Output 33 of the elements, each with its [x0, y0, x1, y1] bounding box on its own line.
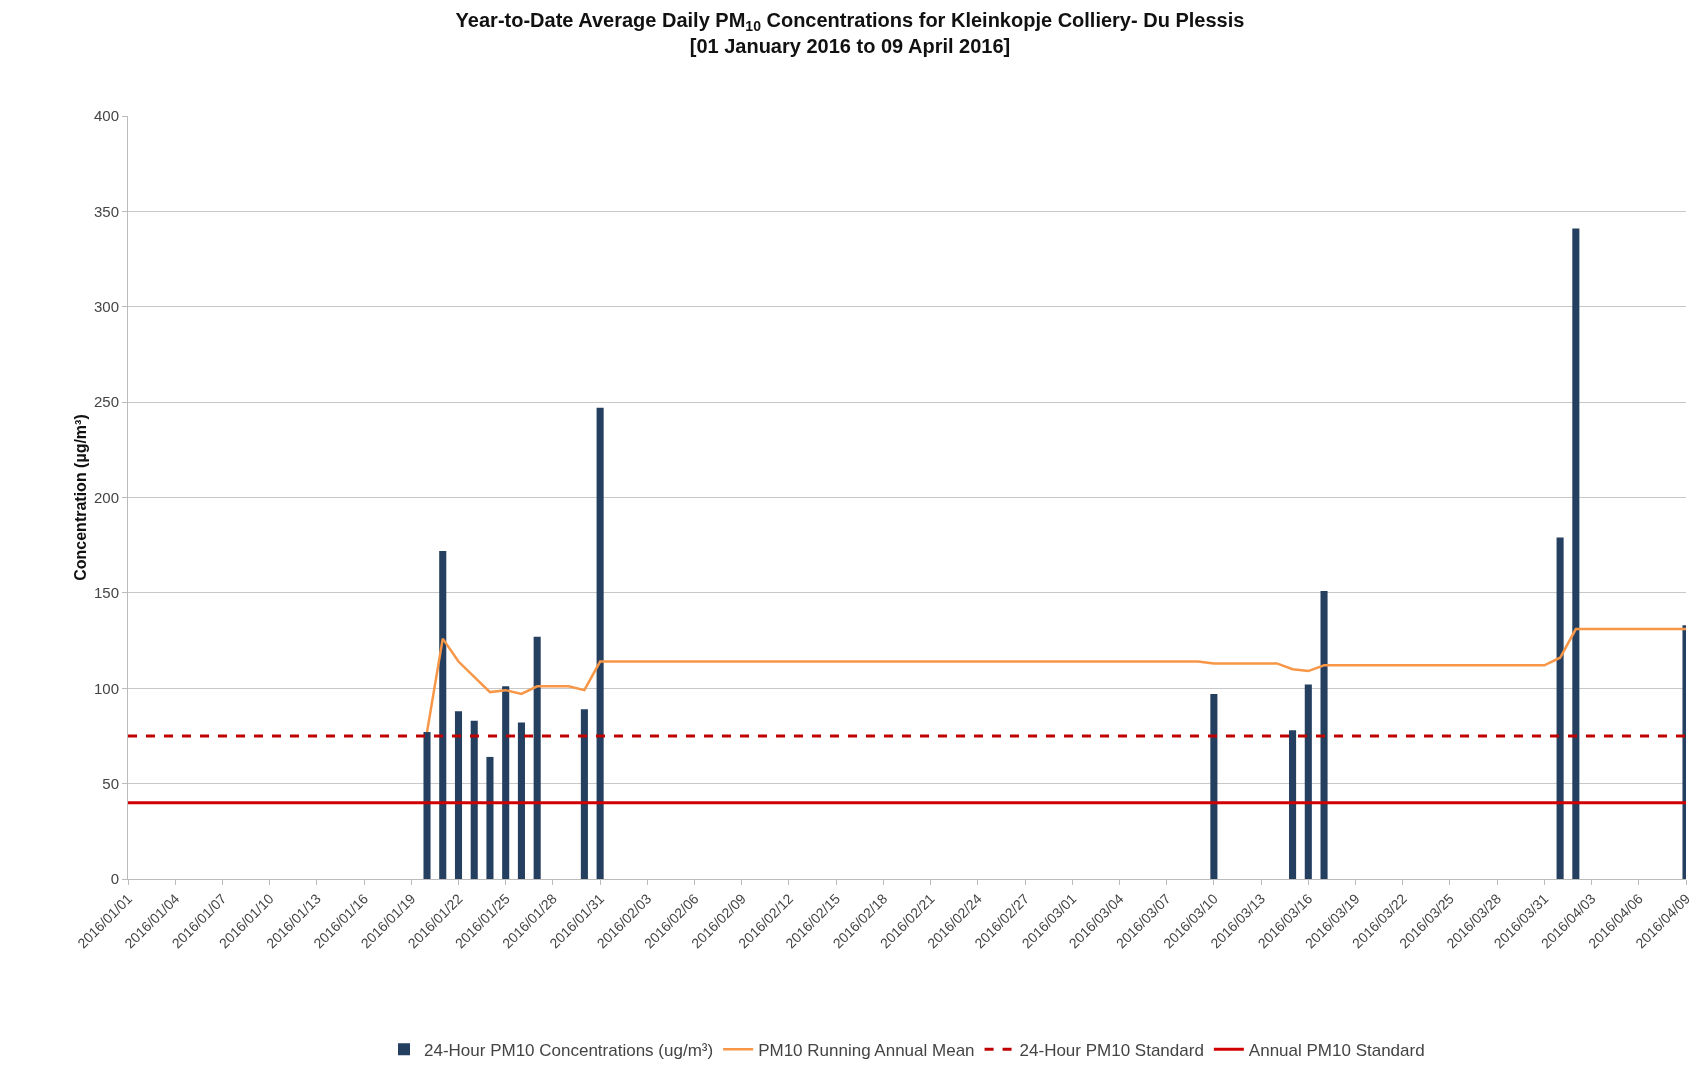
bar	[1304, 684, 1312, 879]
bar	[423, 732, 431, 879]
y-tick-label: 100	[93, 679, 119, 697]
legend-label: 24-Hour PM10 Concentrations (ug/m³)	[424, 1040, 714, 1060]
bar	[470, 720, 478, 879]
y-tick-label: 250	[93, 393, 119, 411]
bar	[1289, 730, 1297, 879]
bar	[596, 407, 604, 879]
bar	[533, 636, 541, 879]
line-series	[425, 627, 1686, 734]
bar	[1556, 537, 1564, 879]
bar	[454, 711, 463, 879]
bar	[580, 709, 588, 879]
y-tick-label: 0	[110, 870, 119, 888]
bar	[517, 722, 525, 879]
chart-subtitle: [01 January 2016 to 09 April 2016]	[689, 35, 1011, 57]
y-tick-label: 50	[102, 774, 119, 792]
legend-label: 24-Hour PM10 Standard	[1019, 1040, 1204, 1060]
y-axis-title: Concentration (µg/m³)	[72, 414, 89, 581]
bar	[1572, 228, 1580, 879]
bar	[1210, 693, 1218, 879]
chart-title: Year-to-Date Average Daily PM$_{10}$ Concentrations for Kleinkopje Colliery- Du Plessis	[455, 9, 1245, 35]
bar	[439, 550, 447, 879]
y-tick-label: 150	[93, 584, 119, 602]
bar	[486, 756, 494, 879]
bar	[502, 686, 510, 879]
legend-label: PM10 Running Annual Mean	[758, 1040, 975, 1060]
legend-label: Annual PM10 Standard	[1248, 1040, 1425, 1060]
y-tick-label: 350	[93, 202, 119, 220]
y-tick-label: 200	[93, 488, 119, 506]
y-tick-label: 300	[93, 298, 119, 315]
y-tick-label: 400	[93, 107, 119, 125]
bar	[1320, 590, 1328, 879]
